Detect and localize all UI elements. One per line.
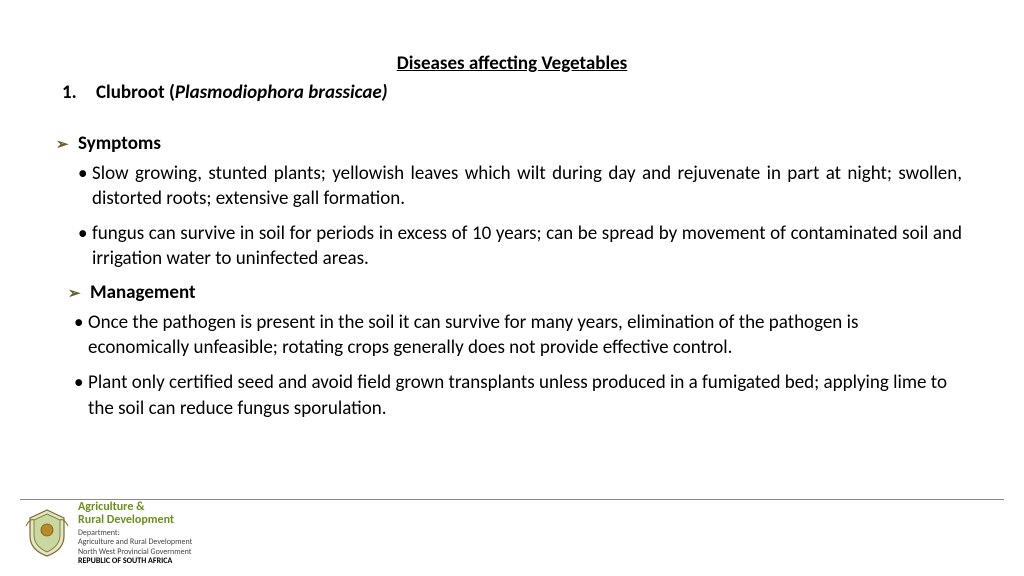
bullet-mgmt-1: • Once the pathogen is present in the so… — [62, 310, 962, 360]
slide: Diseases affecting Vegetables 1. Clubroo… — [0, 0, 1024, 576]
bullet-text: fungus can survive in soil for periods i… — [92, 221, 962, 271]
coat-of-arms-icon — [24, 508, 70, 558]
bullet-dot-icon: • — [62, 161, 92, 211]
list-item-1: 1. Clubroot (Plasmodiophora brassicae) — [62, 81, 962, 104]
arrow-icon: ➢ — [56, 135, 72, 154]
bullet-symptom-1: • Slow growing, stunted plants; yellowis… — [62, 161, 962, 211]
dept-line-2: Rural Development — [78, 514, 192, 528]
department-text: Agriculture & Rural Development Departme… — [78, 501, 192, 566]
disease-name: Clubroot ( — [96, 81, 175, 104]
section-label: Symptoms — [78, 132, 161, 155]
bullet-mgmt-2: • Plant only certified seed and avoid fi… — [62, 370, 962, 420]
section-symptoms: ➢ Symptoms — [56, 132, 962, 155]
bullet-symptom-2: • fungus can survive in soil for periods… — [62, 221, 962, 271]
bullet-text: Slow growing, stunted plants; yellowish … — [92, 161, 962, 211]
section-label: Management — [90, 281, 196, 304]
list-text: Clubroot (Plasmodiophora brassicae) — [96, 81, 388, 104]
disease-scientific: Plasmodiophora brassicae) — [175, 81, 388, 104]
section-management: ➢ Management — [68, 281, 962, 304]
bullet-dot-icon: • — [62, 370, 88, 420]
bullet-dot-icon: • — [62, 221, 92, 271]
bullet-dot-icon: • — [62, 310, 88, 360]
slide-title: Diseases affecting Vegetables — [62, 52, 962, 75]
bullet-text: Once the pathogen is present in the soil… — [88, 310, 962, 360]
list-number: 1. — [62, 81, 96, 104]
footer-logo: Agriculture & Rural Development Departme… — [24, 501, 192, 566]
dept-line-6: REPUBLIC OF SOUTH AFRICA — [78, 557, 192, 566]
dept-line-1: Agriculture & — [78, 501, 192, 515]
bullet-text: Plant only certified seed and avoid fiel… — [88, 370, 962, 420]
arrow-icon: ➢ — [68, 284, 84, 303]
